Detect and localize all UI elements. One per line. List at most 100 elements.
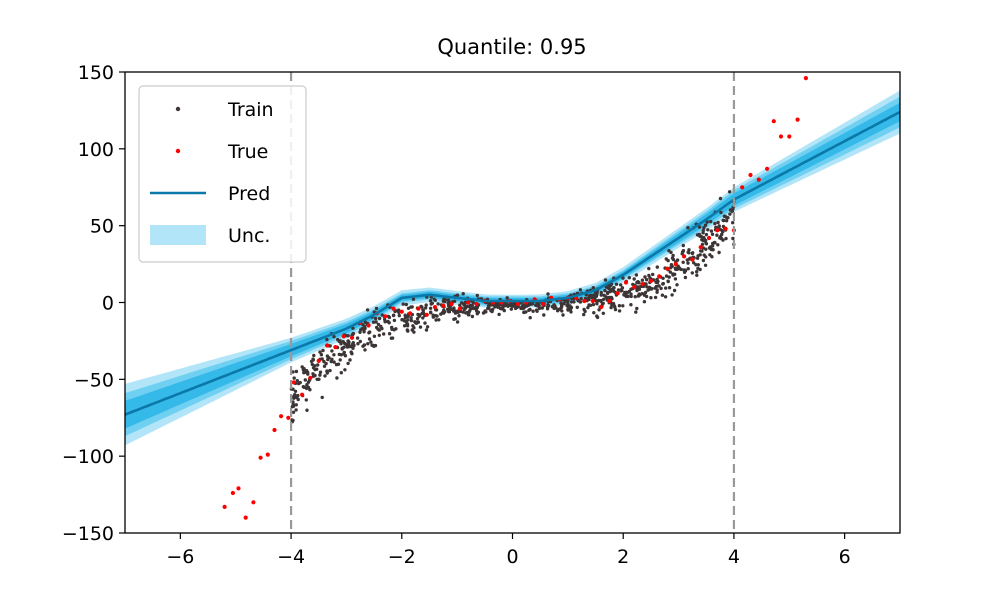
train-point: [660, 293, 665, 297]
train-point: [659, 286, 663, 291]
true-point: [706, 235, 712, 241]
train-point: [306, 372, 310, 376]
train-point: [455, 320, 460, 324]
train-point: [629, 294, 633, 299]
train-point: [726, 216, 730, 220]
train-point: [710, 232, 715, 236]
train-point: [655, 265, 659, 269]
train-point: [721, 218, 725, 223]
train-point: [506, 304, 510, 308]
train-point: [424, 303, 428, 307]
train-point: [355, 336, 360, 340]
legend: Train True Pred Unc.: [138, 85, 307, 263]
train-point: [447, 310, 452, 314]
train-point: [557, 307, 562, 311]
train-point: [447, 305, 452, 309]
true-point: [623, 280, 629, 285]
train-point: [611, 301, 616, 306]
train-point: [350, 352, 354, 356]
train-point: [428, 299, 433, 303]
train-point: [437, 318, 441, 322]
train-point: [697, 232, 701, 237]
train-point: [654, 284, 658, 289]
true-point: [316, 358, 321, 363]
train-point: [305, 408, 309, 412]
train-point: [326, 357, 330, 362]
train-point: [565, 303, 569, 308]
prediction-line: [125, 110, 900, 416]
true-point: [787, 134, 792, 139]
train-point: [695, 273, 699, 277]
true-point: [383, 314, 388, 319]
train-point: [664, 274, 669, 278]
train-point: [319, 353, 324, 357]
train-point: [634, 310, 638, 314]
train-point: [421, 308, 425, 312]
train-point: [724, 219, 729, 223]
train-point: [632, 277, 636, 281]
legend-label: True: [227, 141, 268, 163]
train-point: [471, 301, 475, 305]
train-point: [625, 291, 629, 295]
train-point: [371, 320, 376, 324]
train-point: [376, 322, 381, 327]
train-point: [670, 293, 674, 297]
train-point: [701, 258, 706, 263]
train-point: [328, 368, 332, 373]
train-point: [375, 325, 379, 330]
train-point: [560, 309, 564, 313]
train-point: [643, 275, 647, 279]
train-point: [682, 270, 687, 274]
train-point: [588, 303, 593, 307]
train-point: [362, 330, 366, 334]
true-point: [424, 312, 429, 317]
train-point: [653, 295, 658, 300]
true-point: [765, 166, 770, 171]
train-point: [442, 308, 446, 312]
train-point: [504, 302, 508, 306]
train-point: [436, 302, 440, 306]
train-point: [404, 319, 408, 324]
train-point: [296, 393, 300, 398]
true-point: [615, 291, 620, 296]
train-point: [713, 221, 717, 226]
train-point: [540, 306, 544, 310]
train-point: [429, 311, 433, 315]
train-point: [722, 214, 727, 218]
train-point: [605, 291, 610, 296]
train-point: [489, 309, 493, 313]
train-point: [655, 281, 660, 285]
true-point: [657, 274, 662, 279]
train-point: [731, 207, 735, 211]
train-point: [709, 219, 713, 224]
train-point: [322, 359, 326, 364]
train-point: [721, 230, 725, 234]
train-points: [289, 190, 736, 424]
train-point: [365, 308, 370, 312]
y-tick-label: −100: [62, 446, 114, 468]
true-point: [466, 300, 471, 305]
train-point: [351, 326, 355, 330]
train-point: [535, 309, 539, 313]
train-point: [671, 272, 675, 276]
train-point: [348, 358, 352, 362]
train-point: [727, 190, 732, 194]
train-point: [675, 283, 679, 287]
true-point: [243, 515, 248, 520]
train-point: [601, 301, 605, 305]
true-point: [640, 282, 645, 287]
train-point: [410, 305, 414, 309]
train-point: [363, 348, 367, 352]
train-point: [346, 344, 350, 348]
train-point: [702, 226, 706, 230]
train-point: [676, 267, 681, 271]
train-point: [404, 302, 408, 307]
train-point: [642, 300, 647, 304]
train-point: [661, 276, 665, 280]
train-point: [421, 316, 425, 320]
train-point: [535, 304, 540, 308]
train-point: [696, 254, 700, 258]
y-tick-label: −150: [62, 523, 114, 545]
train-point: [497, 312, 501, 317]
train-point: [528, 307, 532, 312]
